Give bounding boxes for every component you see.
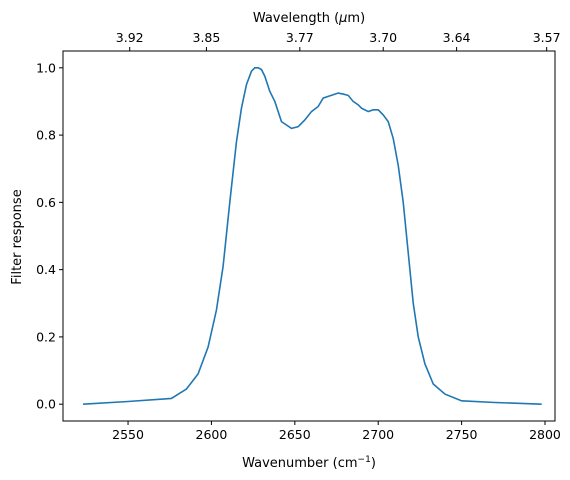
- x-tick-label: 2750: [446, 427, 478, 442]
- top-tick-label: 3.70: [369, 30, 397, 45]
- y-tick-label: 0.2: [36, 329, 56, 344]
- filter-response-line: [82, 67, 542, 405]
- x-tick-label: 2550: [112, 427, 144, 442]
- top-tick-label: 3.57: [533, 30, 561, 45]
- y-tick-label: 0.4: [36, 262, 56, 277]
- y-tick-label: 0.0: [36, 397, 56, 412]
- top-x-axis-label: Wavelength (μm): [253, 11, 365, 26]
- y-tick-label: 0.8: [36, 128, 56, 143]
- bottom-x-axis: 2550 2600 2650 2700 2750 2800: [112, 421, 561, 442]
- top-tick-label: 3.64: [443, 30, 471, 45]
- x-tick-label: 2800: [529, 427, 561, 442]
- top-tick-label: 3.92: [116, 30, 144, 45]
- y-tick-label: 1.0: [36, 60, 56, 75]
- y-tick-label: 0.6: [36, 195, 56, 210]
- top-tick-label: 3.85: [193, 30, 221, 45]
- x-tick-label: 2650: [279, 427, 311, 442]
- top-tick-label: 3.77: [286, 30, 314, 45]
- y-axis-label: Filter response: [10, 189, 25, 284]
- plot-area: [62, 50, 556, 422]
- x-tick-label: 2700: [362, 427, 394, 442]
- x-tick-label: 2600: [196, 427, 228, 442]
- left-y-axis: 0.0 0.2 0.4 0.6 0.8 1.0: [36, 60, 63, 412]
- top-x-axis: 3.92 3.85 3.77 3.70 3.64 3.57: [116, 30, 561, 51]
- x-axis-label: Wavenumber (cm−1): [242, 455, 376, 471]
